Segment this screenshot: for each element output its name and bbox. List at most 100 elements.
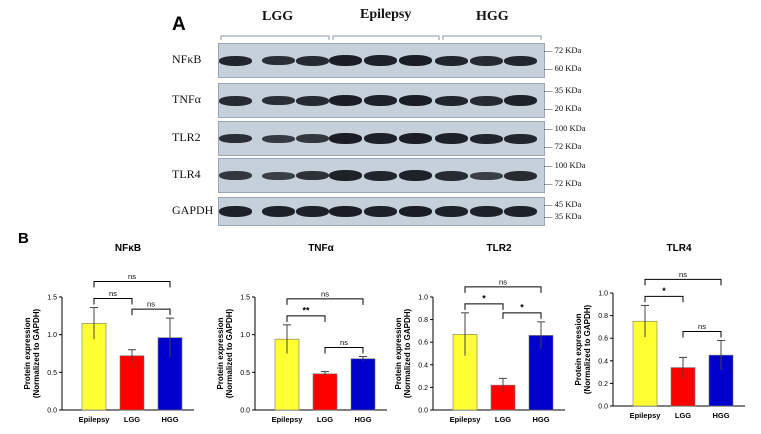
blot-band [262, 134, 295, 143]
blot-band [364, 95, 397, 106]
y-axis-label: Protein expression(Normalized to GAPDH) [23, 309, 41, 399]
y-tick-label: 0.0 [47, 408, 57, 415]
x-tick-label: HGG [532, 415, 549, 424]
blot-band [329, 55, 362, 66]
significance-bracket [286, 298, 364, 305]
y-tick-label: 1.0 [598, 291, 608, 298]
significance-bracket [464, 286, 542, 293]
y-tick-label: 1.0 [47, 332, 57, 339]
blot-image [218, 197, 545, 226]
panel-b-letter: B [18, 230, 29, 247]
significance-bracket [131, 308, 171, 316]
blot-label-nfb: NFκB [172, 51, 202, 66]
y-axis-label-line: Protein expression [216, 317, 225, 389]
y-axis-label-line: (Normalized to GAPDH) [403, 309, 412, 399]
y-tick-label: 0.4 [598, 358, 608, 365]
mw-marker-label: — 100 KDa [544, 160, 586, 170]
blot-band [329, 95, 362, 106]
bar [119, 355, 145, 411]
blot-band [504, 55, 537, 66]
blot-band [364, 133, 397, 144]
blot-band [470, 206, 503, 217]
x-tick-label: LGG [124, 415, 140, 424]
blot-band [219, 55, 252, 66]
x-tick-label: HGG [354, 415, 371, 424]
blot-band [364, 170, 397, 181]
blot-band [470, 55, 503, 66]
chart-title: TLR2 [487, 243, 512, 254]
chart-title: NFκB [115, 243, 141, 254]
blot-band [470, 171, 503, 180]
x-tick-label: LGG [495, 415, 511, 424]
blot-band [399, 55, 432, 66]
blot-band [435, 55, 468, 66]
y-tick-label: 0.6 [418, 340, 428, 347]
significance-label: ns [109, 289, 117, 298]
blot-band [399, 206, 432, 217]
y-axis-label: Protein expression(Normalized to GAPDH) [574, 305, 592, 395]
significance-bracket [324, 347, 364, 354]
mw-marker-label: — 35 KDa [544, 85, 582, 95]
blot-band [435, 206, 468, 217]
blot-band [219, 134, 252, 143]
blot-label-gapdh: GAPDH [172, 202, 214, 217]
mw-marker-label: — 72 KDa [544, 178, 582, 188]
significance-bracket [502, 312, 542, 319]
x-tick-label: Epilepsy [450, 415, 482, 424]
significance-label: ns [128, 272, 136, 281]
blot-band [364, 206, 397, 217]
blot-band [399, 95, 432, 106]
chart-title: TLR4 [667, 243, 692, 254]
blot-band [399, 170, 432, 181]
group-brackets [220, 35, 542, 40]
mw-marker-label: — 45 KDa [544, 199, 582, 209]
blot-band [296, 95, 329, 106]
y-tick-label: 0.6 [598, 336, 608, 343]
y-axis-label-line: Protein expression [23, 317, 32, 389]
blot-band [435, 170, 468, 181]
blot-band [504, 170, 537, 181]
y-tick-label: 0.4 [418, 362, 428, 369]
y-tick-label: 0.8 [418, 317, 428, 324]
blot-band [364, 55, 397, 66]
y-tick-label: 0.0 [598, 404, 608, 411]
x-tick-label: HGG [161, 415, 178, 424]
significance-label: ns [340, 338, 348, 347]
mw-marker-label: — 72 KDa [544, 141, 582, 151]
y-axis-label-line: Protein expression [574, 313, 583, 385]
y-tick-label: 1.0 [240, 332, 250, 339]
blot-band [262, 96, 295, 105]
y-tick-label: 0.0 [240, 408, 250, 415]
y-axis-label-line: Protein expression [394, 317, 403, 389]
significance-label: ns [499, 277, 507, 286]
blot-band [504, 95, 537, 106]
y-tick-label: 1.0 [418, 295, 428, 302]
blot-label-tnf: TNFα [172, 91, 201, 106]
y-tick-label: 0.5 [47, 370, 57, 377]
y-axis-label: Protein expression(Normalized to GAPDH) [394, 309, 412, 399]
blot-band [504, 206, 537, 217]
panel-a-letter: A [172, 14, 186, 35]
y-tick-label: 1.5 [240, 295, 250, 302]
blot-band [504, 133, 537, 144]
y-tick-label: 0.2 [418, 385, 428, 392]
group-label-epilepsy: Epilepsy [360, 7, 412, 22]
blot-band [329, 133, 362, 144]
blot-band [296, 134, 329, 143]
blot-label-tlr2: TLR2 [172, 129, 201, 144]
y-axis-label-line: (Normalized to GAPDH) [32, 309, 41, 399]
mw-marker-label: — 35 KDa [544, 211, 582, 221]
significance-bracket [644, 295, 684, 303]
y-tick-label: 0.2 [598, 381, 608, 388]
significance-label: ns [321, 289, 329, 298]
bar [350, 358, 376, 411]
blot-band [435, 133, 468, 144]
significance-label: ** [302, 305, 310, 315]
significance-label: * [662, 286, 666, 296]
chart-title: TNFα [308, 243, 334, 254]
blot-band [399, 133, 432, 144]
blot-label-tlr4: TLR4 [172, 166, 201, 181]
blot-image [218, 158, 545, 193]
